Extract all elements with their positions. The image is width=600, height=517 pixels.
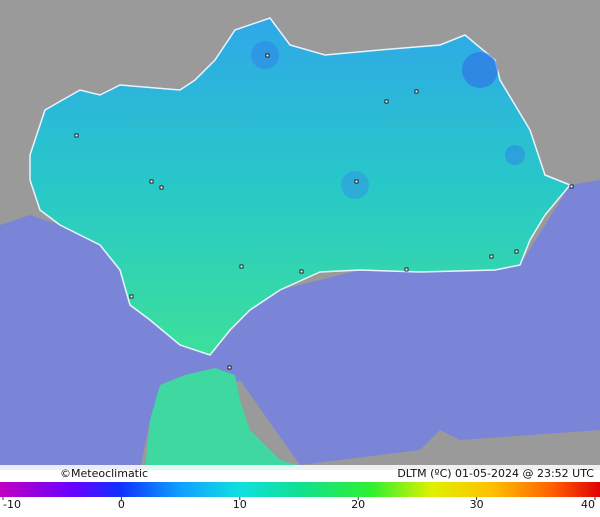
region-north-morocco <box>145 368 300 470</box>
colorbar-tick-label: -10 <box>3 498 21 511</box>
sea <box>0 180 600 470</box>
cold-spot <box>341 171 369 199</box>
colorbar-tick-label: 10 <box>233 498 247 511</box>
region-andalusia <box>29 17 572 356</box>
cold-spot <box>462 52 498 88</box>
colorbar-tick-label: 40 <box>581 498 595 511</box>
colorbar-tick-label: 30 <box>470 498 484 511</box>
credit: ©Meteoclimatic <box>60 467 148 480</box>
cold-spot <box>505 145 525 165</box>
cold-spot <box>251 41 279 69</box>
caption-bar <box>0 465 600 482</box>
colorbar <box>0 482 600 497</box>
colorbar-tick-label: 0 <box>118 498 125 511</box>
stations <box>74 53 574 370</box>
caption: DLTM (ºC) 01-05-2024 @ 23:52 UTC <box>397 467 594 480</box>
colorbar-tick-label: 20 <box>351 498 365 511</box>
